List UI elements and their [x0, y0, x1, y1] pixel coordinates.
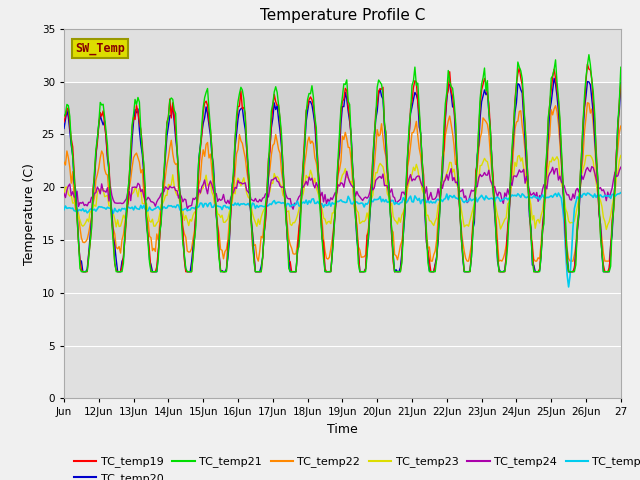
Legend: TC_temp19, TC_temp20, TC_temp21, TC_temp22, TC_temp23, TC_temp24, TC_temp25: TC_temp19, TC_temp20, TC_temp21, TC_temp… [70, 452, 640, 480]
Bar [64, 82, 621, 240]
X-axis label: Time: Time [327, 423, 358, 436]
Title: Temperature Profile C: Temperature Profile C [260, 9, 425, 24]
Y-axis label: Temperature (C): Temperature (C) [23, 163, 36, 264]
Text: SW_Temp: SW_Temp [75, 42, 125, 55]
